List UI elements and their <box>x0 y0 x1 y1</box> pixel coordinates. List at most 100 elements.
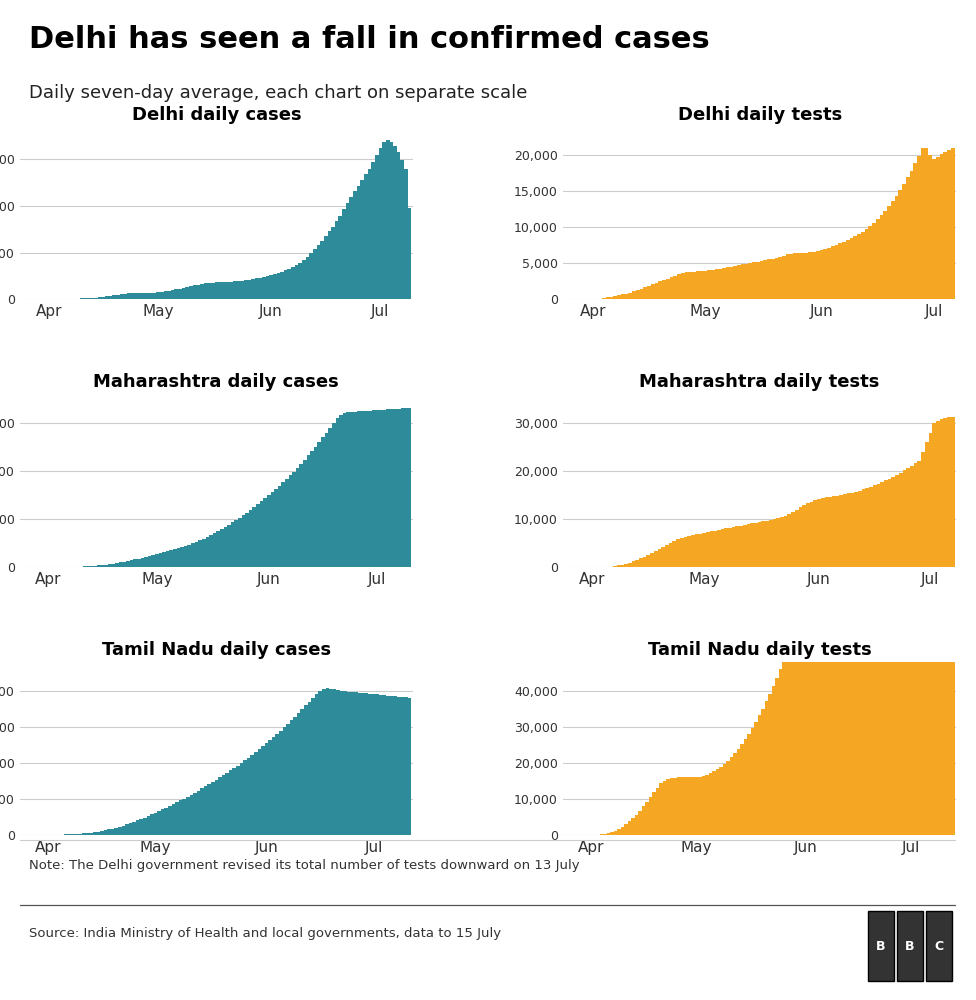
Bar <box>798 507 802 567</box>
Bar <box>229 282 232 299</box>
Bar <box>262 746 264 835</box>
Bar <box>224 527 227 567</box>
Bar <box>133 822 136 835</box>
Bar <box>891 45 895 835</box>
Bar <box>923 0 926 835</box>
Bar <box>883 211 887 299</box>
Bar <box>733 266 737 299</box>
Bar <box>867 244 871 835</box>
Bar <box>393 696 397 835</box>
Bar <box>307 702 311 835</box>
Bar <box>408 408 412 567</box>
Bar <box>122 826 125 835</box>
Bar <box>692 272 696 299</box>
Bar <box>635 560 639 567</box>
Bar <box>247 758 251 835</box>
Bar <box>244 280 247 299</box>
Bar <box>838 243 842 299</box>
Bar <box>723 764 726 835</box>
Bar <box>112 295 116 299</box>
Bar <box>625 294 629 299</box>
Bar <box>183 546 187 567</box>
Bar <box>215 780 219 835</box>
Bar <box>283 727 286 835</box>
Bar <box>628 821 631 835</box>
Bar <box>123 294 127 299</box>
Bar <box>400 160 404 299</box>
Bar <box>136 820 140 835</box>
Bar <box>305 705 307 835</box>
Bar <box>842 408 846 835</box>
Bar <box>874 191 877 835</box>
Bar <box>397 697 401 835</box>
Text: B: B <box>906 940 915 953</box>
Bar <box>289 475 292 567</box>
Bar <box>353 412 357 567</box>
Bar <box>917 156 921 299</box>
Bar <box>780 517 784 567</box>
Bar <box>254 752 258 835</box>
Bar <box>651 284 655 299</box>
Bar <box>161 809 165 835</box>
Text: Note: The Delhi government revised its total number of tests downward on 13 July: Note: The Delhi government revised its t… <box>29 859 580 872</box>
Bar <box>895 475 899 567</box>
Bar <box>242 515 245 567</box>
Bar <box>401 697 404 835</box>
Bar <box>303 460 306 567</box>
Bar <box>134 559 137 567</box>
Bar <box>739 526 743 567</box>
Bar <box>617 295 621 299</box>
Bar <box>284 270 288 299</box>
Bar <box>256 504 260 567</box>
Bar <box>925 442 928 567</box>
Bar <box>140 819 143 835</box>
Text: Delhi has seen a fall in confirmed cases: Delhi has seen a fall in confirmed cases <box>29 25 710 54</box>
Bar <box>669 543 672 567</box>
Bar <box>104 565 108 567</box>
Bar <box>666 279 670 299</box>
Bar <box>821 498 825 567</box>
Bar <box>636 290 639 299</box>
Bar <box>147 556 151 567</box>
Bar <box>765 701 768 835</box>
Bar <box>606 297 610 299</box>
Bar <box>114 828 118 835</box>
Bar <box>880 482 884 567</box>
Bar <box>790 254 793 299</box>
Text: Daily seven-day average, each chart on separate scale: Daily seven-day average, each chart on s… <box>29 84 527 102</box>
Text: Source: India Ministry of Health and local governments, data to 15 July: Source: India Ministry of Health and loc… <box>29 927 501 940</box>
Bar <box>98 565 101 567</box>
Bar <box>851 493 854 567</box>
Bar <box>737 749 741 835</box>
Bar <box>924 148 928 299</box>
Bar <box>108 564 111 567</box>
Bar <box>899 0 902 835</box>
Bar <box>744 739 748 835</box>
Bar <box>336 418 339 567</box>
Bar <box>921 452 925 567</box>
Bar <box>797 253 801 299</box>
Bar <box>884 106 888 835</box>
Bar <box>875 219 879 299</box>
Bar <box>255 278 259 299</box>
Bar <box>160 292 164 299</box>
Bar <box>279 731 283 835</box>
Bar <box>916 0 919 835</box>
Bar <box>178 289 182 299</box>
Bar <box>297 713 301 835</box>
Bar <box>166 551 170 567</box>
Bar <box>264 743 268 835</box>
Bar <box>932 159 936 299</box>
Bar <box>711 270 714 299</box>
Bar <box>628 563 631 567</box>
Bar <box>276 273 280 299</box>
Bar <box>291 267 295 299</box>
Bar <box>230 522 234 567</box>
Bar <box>202 539 206 567</box>
Bar <box>775 258 779 299</box>
Bar <box>856 319 860 835</box>
Bar <box>758 715 761 835</box>
Bar <box>150 814 154 835</box>
Bar <box>225 282 229 299</box>
Bar <box>804 253 808 299</box>
